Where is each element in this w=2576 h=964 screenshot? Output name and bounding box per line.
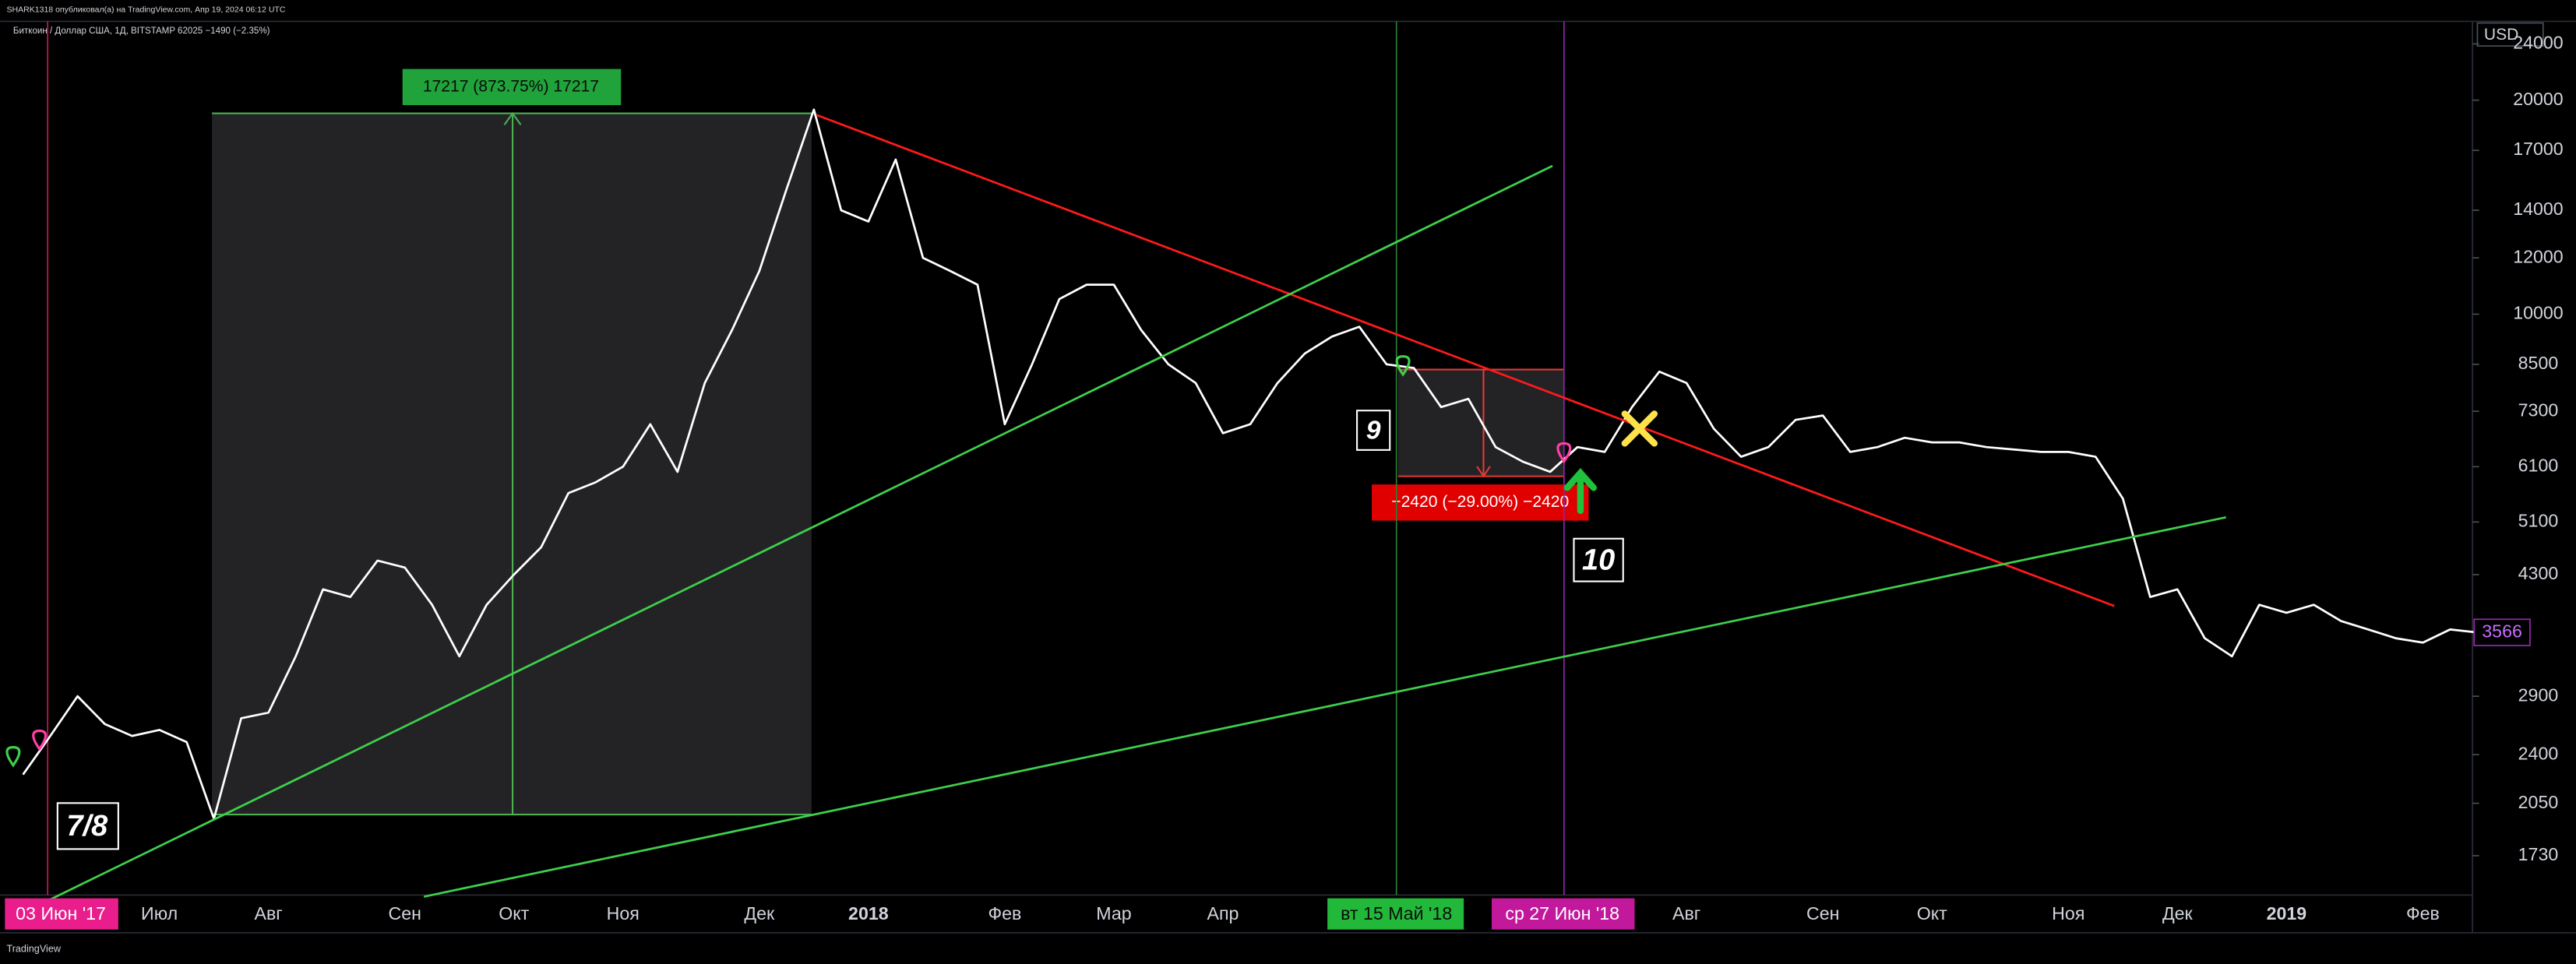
x-tick-label: Авг xyxy=(1672,903,1700,924)
wave-label: 9 xyxy=(1366,416,1381,445)
x-tick-label: Окт xyxy=(1917,903,1947,924)
x-tick-label: Ноя xyxy=(2052,903,2084,924)
trend-line xyxy=(48,164,1553,901)
trend-line xyxy=(423,516,2227,898)
x-tick-label: Фев xyxy=(2406,903,2440,924)
y-tick-label: 6100 xyxy=(2518,455,2559,475)
series-layer xyxy=(22,108,2478,820)
currency-label: USD xyxy=(2484,26,2519,44)
currency-box xyxy=(2476,22,2544,47)
pin-icon xyxy=(5,746,21,768)
wave-box xyxy=(1356,410,1391,451)
measure-box xyxy=(212,113,812,815)
date-label: вт 15 Май '18 xyxy=(1341,903,1452,924)
x-tick-label: Апр xyxy=(1207,903,1239,924)
x-tick-label: 2019 xyxy=(2267,903,2307,924)
measure-label-box xyxy=(1372,484,1589,521)
x-tick-label: Мар xyxy=(1096,903,1131,924)
measure-label-box xyxy=(402,69,622,105)
y-tick-label: 17000 xyxy=(2513,139,2563,159)
date-label: ср 27 Июн '18 xyxy=(1505,903,1619,924)
pin-icon xyxy=(1395,355,1411,377)
footer-logo: TradingView xyxy=(6,943,61,954)
measure-arrow-head xyxy=(503,111,522,125)
x-tick-label: Сен xyxy=(1806,903,1839,924)
measure-label: 17217 (873.75%) 17217 xyxy=(423,77,599,95)
price-line xyxy=(22,108,2478,820)
wave-box xyxy=(56,802,119,850)
pin-icon xyxy=(1556,442,1572,464)
y-tick-label: 2900 xyxy=(2518,684,2559,705)
date-label: 03 Июн '17 xyxy=(16,903,106,924)
y-tick-label: 1730 xyxy=(2518,844,2559,864)
pin-icon xyxy=(32,729,48,751)
y-tick-label: 5100 xyxy=(2518,510,2559,530)
date-label-box xyxy=(5,898,118,930)
x-tick-label: Фев xyxy=(988,903,1021,924)
last-price-label: 3566 xyxy=(2482,621,2522,641)
y-tick-label: 4300 xyxy=(2518,563,2559,583)
last-price-box xyxy=(2473,618,2531,646)
x-tick-label: Ноя xyxy=(607,903,640,924)
date-label-box xyxy=(1327,898,1464,930)
wave-box xyxy=(1573,537,1624,582)
arrow-up-icon xyxy=(1563,468,1597,515)
cross-icon xyxy=(1621,410,1658,447)
x-tick-label: Сен xyxy=(388,903,421,924)
measure-label: −2420 (−29.00%) −2420 xyxy=(1391,493,1569,511)
wave-label: 7/8 xyxy=(66,810,108,843)
header: SHARK1318 опубликовал(а) на TradingView.… xyxy=(6,5,285,14)
x-tick-label: Июл xyxy=(141,903,178,924)
chart-title: Биткоин / Доллар США, 1Д, BITSTAMP 62025… xyxy=(13,26,270,36)
y-tick-label: 20000 xyxy=(2513,89,2563,109)
y-tick-label: 10000 xyxy=(2513,303,2563,323)
y-tick-label: 2050 xyxy=(2518,792,2559,812)
x-tick-label: Авг xyxy=(255,903,283,924)
y-tick-label: 12000 xyxy=(2513,246,2563,266)
date-label-box xyxy=(1492,898,1635,930)
x-tick-label: Дек xyxy=(2162,903,2194,924)
measure-arrow-head xyxy=(1476,466,1491,478)
y-tick-label: 24000 xyxy=(2513,33,2563,53)
wave-label: 10 xyxy=(1582,544,1615,576)
x-tick-label: Окт xyxy=(499,903,529,924)
y-tick-label: 14000 xyxy=(2513,199,2563,219)
trend-line xyxy=(816,114,2115,607)
y-tick-label: 2400 xyxy=(2518,743,2559,763)
y-tick-label: 7300 xyxy=(2518,399,2559,420)
x-tick-label: Дек xyxy=(744,903,775,924)
y-tick-label: 8500 xyxy=(2518,353,2559,373)
x-tick-label: 2018 xyxy=(848,903,889,924)
